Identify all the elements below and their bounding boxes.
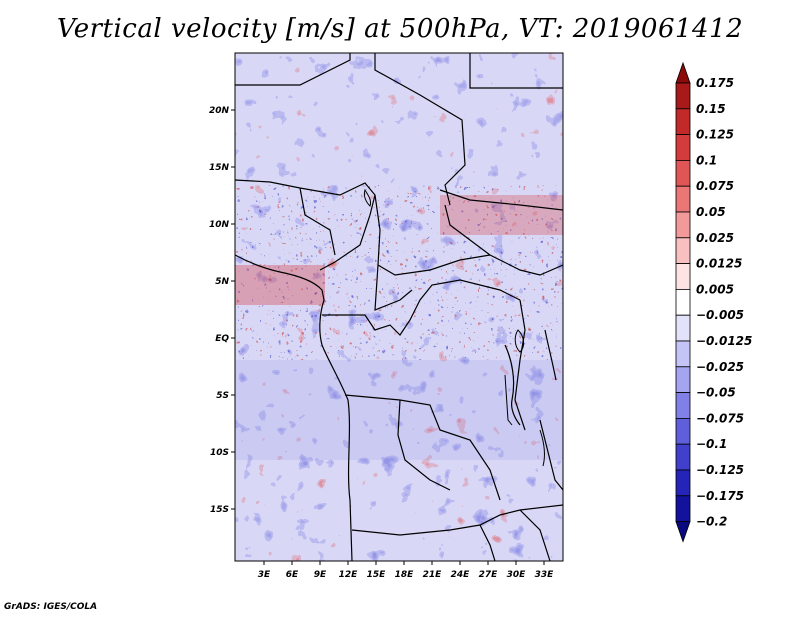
colorbar-swatch — [675, 288, 691, 316]
colorbar-label: −0.005 — [696, 308, 744, 322]
colorbar-bottom-arrow — [675, 521, 691, 543]
map-frame — [234, 52, 564, 562]
colorbar-swatch — [675, 392, 691, 419]
coastlines-borders — [235, 53, 563, 561]
colorbar-swatch — [675, 237, 691, 265]
colorbar-label: −0.175 — [696, 489, 744, 503]
colorbar-label: −0.1 — [696, 437, 727, 451]
colorbar-label: 0.005 — [696, 282, 734, 296]
longitude-axis: 3E 6E 9E 12E 15E 18E 21E 24E 27E 30E 33E — [258, 561, 554, 580]
colorbar-label: −0.025 — [696, 360, 744, 374]
lon-label: 6E — [286, 570, 299, 580]
colorbar-swatch — [675, 495, 691, 522]
colorbar-swatch — [675, 82, 691, 110]
colorbar-swatch — [675, 134, 691, 161]
colorbar-label: −0.075 — [696, 411, 744, 425]
colorbar-label: 0.1 — [696, 153, 717, 167]
lon-label: 18E — [395, 570, 415, 580]
colorbar-swatch — [675, 185, 691, 213]
lat-label: 15S — [210, 505, 229, 515]
latitude-axis: 20N 15N 10N 5N EQ 5S 10S 15S — [209, 106, 235, 515]
colorbar-top-arrow — [675, 61, 691, 84]
lon-label: 33E — [535, 570, 555, 580]
map-title: Vertical velocity [m/s] at 500hPa, VT: 2… — [56, 14, 744, 44]
lon-label: 9E — [314, 570, 327, 580]
map-panel — [235, 53, 563, 561]
colorbar-label: −0.05 — [696, 386, 736, 400]
colorbar-label: 0.15 — [696, 102, 726, 116]
lon-label: 3E — [258, 570, 271, 580]
colorbar-swatch — [675, 340, 691, 368]
lat-label: EQ — [215, 334, 229, 344]
colorbar-label: 0.175 — [696, 76, 734, 90]
colorbar: 0.175 0.15 0.125 0.1 0.075 0.05 0.025 0.0125 0.0… — [675, 61, 752, 543]
colorbar-swatch — [675, 211, 691, 239]
colorbar-swatch — [675, 263, 691, 290]
lon-label: 30E — [507, 570, 527, 580]
colorbar-label: 0.05 — [696, 205, 726, 219]
colorbar-label: −0.2 — [696, 515, 727, 529]
lat-label: 10S — [210, 448, 229, 458]
lakes — [363, 188, 545, 467]
lon-label: 21E — [423, 570, 443, 580]
lon-label: 12E — [339, 570, 359, 580]
colorbar-label: −0.0125 — [696, 334, 752, 348]
lat-label: 5S — [216, 391, 229, 401]
lat-label: 5N — [215, 277, 229, 287]
colorbar-swatch — [675, 366, 691, 393]
colorbar-swatch — [675, 443, 691, 471]
colorbar-label: 0.075 — [696, 179, 734, 193]
colorbar-swatch — [675, 417, 691, 445]
colorbar-label: 0.125 — [696, 128, 734, 142]
colorbar-swatch — [675, 469, 691, 497]
lat-label: 10N — [209, 220, 230, 230]
lat-label: 15N — [209, 163, 230, 173]
colorbar-label: 0.0125 — [696, 257, 742, 271]
lon-label: 15E — [367, 570, 387, 580]
lon-label: 27E — [479, 570, 499, 580]
convective-band — [235, 185, 563, 360]
colorbar-label: −0.125 — [696, 463, 744, 477]
lat-label: 20N — [209, 106, 230, 116]
colorbar-swatch — [675, 108, 691, 136]
colorbar-label: 0.025 — [696, 231, 734, 245]
colorbar-swatch — [675, 314, 691, 342]
lon-label: 24E — [451, 570, 471, 580]
credit-label: GrADS: IGES/COLA — [4, 602, 98, 612]
colorbar-swatch — [675, 159, 691, 187]
